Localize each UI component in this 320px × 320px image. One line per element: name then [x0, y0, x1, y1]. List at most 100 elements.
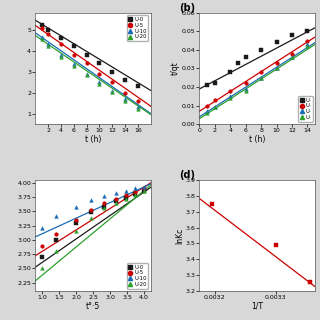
Point — [228, 70, 233, 75]
Point — [135, 99, 140, 104]
Point — [123, 90, 128, 95]
Point — [243, 81, 248, 86]
Point — [84, 61, 89, 66]
Point — [74, 220, 79, 225]
Point — [133, 189, 138, 194]
Point — [305, 38, 310, 43]
Point — [53, 249, 59, 254]
Point — [84, 71, 89, 76]
Point — [135, 84, 140, 89]
Point — [97, 81, 102, 86]
Point — [110, 88, 115, 93]
X-axis label: t (h): t (h) — [85, 135, 101, 144]
Point — [259, 70, 264, 75]
Legend: U-0, U-5, U-10, U-20: U-0, U-5, U-10, U-20 — [127, 263, 148, 289]
Legend: U-0, U-5, U-10, U-20: U-0, U-5, U-10, U-20 — [127, 15, 148, 41]
Point — [45, 44, 51, 49]
Point — [45, 31, 51, 36]
Point — [89, 216, 94, 221]
Point — [39, 254, 44, 260]
Point — [110, 90, 115, 95]
Point — [39, 36, 44, 42]
Point — [141, 189, 147, 194]
Point — [97, 80, 102, 85]
Point — [123, 98, 128, 103]
Point — [305, 44, 310, 49]
X-axis label: t (h): t (h) — [249, 135, 266, 144]
Point — [228, 96, 233, 101]
Point — [89, 208, 94, 213]
Point — [123, 77, 128, 83]
Point — [228, 94, 233, 99]
Point — [290, 33, 295, 38]
Point — [58, 42, 63, 47]
Y-axis label: t/qt: t/qt — [171, 62, 180, 75]
Point — [205, 108, 210, 114]
Point — [74, 217, 79, 222]
Point — [39, 226, 44, 231]
Point — [53, 237, 59, 242]
Point — [273, 243, 278, 248]
Point — [123, 195, 128, 200]
Point — [205, 83, 210, 88]
Point — [305, 42, 310, 47]
Point — [123, 196, 128, 201]
Point — [53, 213, 59, 218]
Point — [113, 198, 118, 204]
Point — [133, 193, 138, 198]
Point — [205, 110, 210, 116]
Point — [274, 66, 279, 71]
Point — [274, 60, 279, 66]
Point — [290, 55, 295, 60]
Point — [71, 52, 76, 57]
Point — [243, 88, 248, 93]
Point — [123, 193, 128, 198]
Point — [212, 81, 218, 86]
Point — [102, 206, 107, 211]
Point — [39, 243, 44, 248]
Point — [39, 23, 44, 28]
Point — [74, 204, 79, 209]
Point — [141, 189, 147, 194]
Point — [39, 25, 44, 30]
Point — [102, 201, 107, 206]
Point — [45, 42, 51, 47]
Point — [135, 105, 140, 110]
Point — [102, 204, 107, 209]
Point — [123, 188, 128, 193]
Point — [236, 60, 241, 66]
Point — [228, 88, 233, 93]
Point — [305, 29, 310, 34]
Point — [123, 96, 128, 101]
Point — [212, 98, 218, 103]
Point — [89, 210, 94, 215]
Point — [274, 40, 279, 45]
Point — [259, 75, 264, 80]
Point — [39, 266, 44, 271]
Point — [141, 186, 147, 191]
Point — [133, 186, 138, 191]
Point — [102, 194, 107, 199]
Text: (b): (b) — [179, 3, 195, 12]
Point — [113, 190, 118, 196]
Point — [74, 229, 79, 234]
Point — [274, 66, 279, 71]
Point — [133, 192, 138, 197]
Point — [97, 71, 102, 76]
Point — [212, 105, 218, 110]
Point — [53, 232, 59, 237]
Point — [58, 54, 63, 60]
Point — [290, 55, 295, 60]
Point — [113, 200, 118, 205]
X-axis label: 1/T: 1/T — [251, 302, 263, 311]
Point — [113, 196, 118, 201]
Legend: U-, U-, U-, U-: U-, U-, U-, U- — [298, 96, 313, 122]
Y-axis label: lnKc: lnKc — [175, 228, 184, 244]
Point — [84, 52, 89, 57]
Point — [141, 184, 147, 189]
Point — [89, 197, 94, 202]
Point — [58, 36, 63, 41]
Point — [212, 105, 218, 110]
Text: (d): (d) — [179, 170, 195, 180]
Point — [71, 44, 76, 49]
